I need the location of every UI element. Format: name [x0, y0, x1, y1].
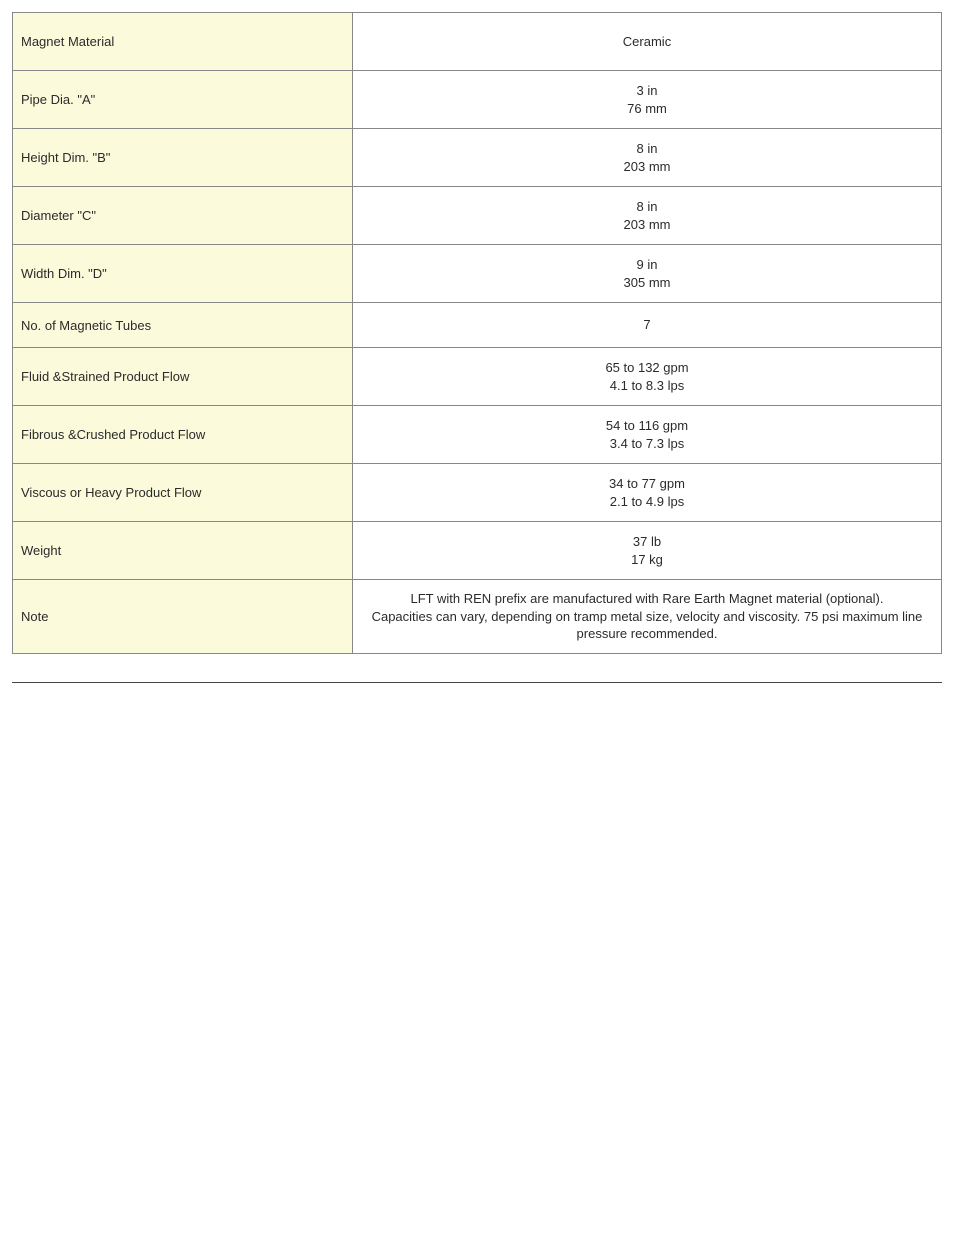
spec-table: Magnet MaterialCeramicPipe Dia. "A"3 in7… [12, 12, 942, 654]
spec-label: Width Dim. "D" [13, 245, 353, 303]
spec-value: 7 [353, 303, 942, 348]
spec-label: Height Dim. "B" [13, 129, 353, 187]
spec-table-body: Magnet MaterialCeramicPipe Dia. "A"3 in7… [13, 13, 942, 654]
spec-value: 37 lb17 kg [353, 522, 942, 580]
table-row: Fibrous &Crushed Product Flow54 to 116 g… [13, 406, 942, 464]
spec-value: Ceramic [353, 13, 942, 71]
spec-label: Magnet Material [13, 13, 353, 71]
spec-value: 8 in203 mm [353, 129, 942, 187]
table-row: NoteLFT with REN prefix are manufactured… [13, 580, 942, 654]
table-row: No. of Magnetic Tubes7 [13, 303, 942, 348]
table-row: Diameter "C"8 in203 mm [13, 187, 942, 245]
table-row: Viscous or Heavy Product Flow34 to 77 gp… [13, 464, 942, 522]
spec-label: Diameter "C" [13, 187, 353, 245]
table-row: Width Dim. "D"9 in305 mm [13, 245, 942, 303]
table-row: Pipe Dia. "A"3 in76 mm [13, 71, 942, 129]
spec-value: 54 to 116 gpm3.4 to 7.3 lps [353, 406, 942, 464]
table-row: Fluid &Strained Product Flow65 to 132 gp… [13, 348, 942, 406]
bottom-divider [12, 682, 942, 683]
spec-value: 34 to 77 gpm2.1 to 4.9 lps [353, 464, 942, 522]
spec-label: Fluid &Strained Product Flow [13, 348, 353, 406]
table-row: Height Dim. "B"8 in203 mm [13, 129, 942, 187]
spec-value: LFT with REN prefix are manufactured wit… [353, 580, 942, 654]
spec-value: 8 in203 mm [353, 187, 942, 245]
spec-label: No. of Magnetic Tubes [13, 303, 353, 348]
table-row: Magnet MaterialCeramic [13, 13, 942, 71]
spec-label: Note [13, 580, 353, 654]
spec-label: Fibrous &Crushed Product Flow [13, 406, 353, 464]
table-row: Weight37 lb17 kg [13, 522, 942, 580]
spec-label: Pipe Dia. "A" [13, 71, 353, 129]
spec-value: 65 to 132 gpm4.1 to 8.3 lps [353, 348, 942, 406]
spec-value: 3 in76 mm [353, 71, 942, 129]
spec-value: 9 in305 mm [353, 245, 942, 303]
spec-label: Weight [13, 522, 353, 580]
spec-label: Viscous or Heavy Product Flow [13, 464, 353, 522]
